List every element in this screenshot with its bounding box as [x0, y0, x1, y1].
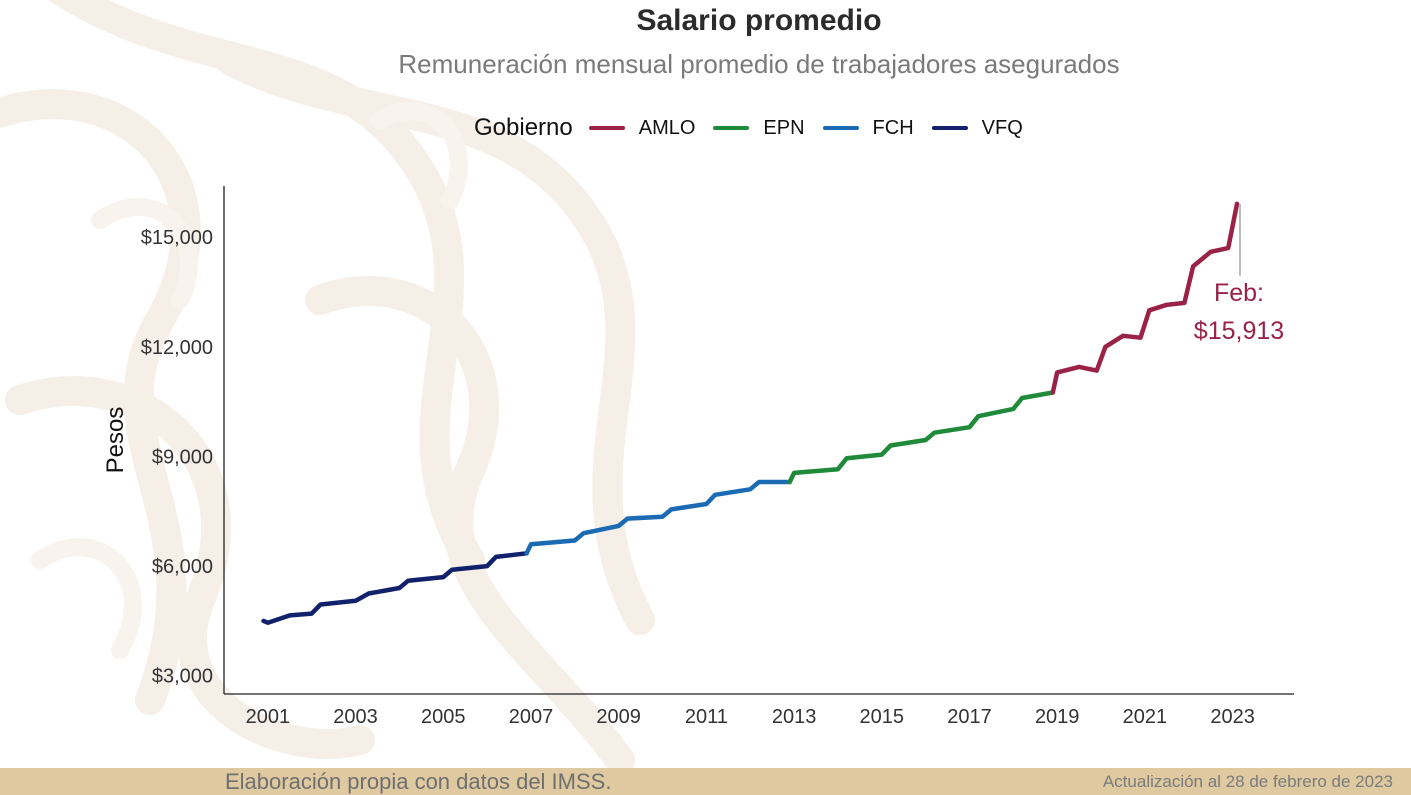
series-line-fch	[524, 479, 792, 556]
line-chart: $3,000 $6,000 $9,000 $12,000 $15,000 2001 2003…	[141, 186, 1294, 728]
footer-update-date: Actualización al 28 de febrero de 2023	[1102, 772, 1393, 791]
legend-label-fch: FCH	[872, 116, 914, 139]
background-watermark-pattern	[0, 0, 655, 768]
x-tick-label: 2001	[246, 706, 291, 728]
chart-subtitle: Remuneración mensual promedio de trabaja…	[398, 49, 1120, 79]
y-tick-label: $3,000	[152, 666, 213, 688]
x-tick-label: 2021	[1123, 706, 1168, 728]
x-tick-label: 2017	[947, 706, 992, 728]
x-tick-label: 2007	[509, 706, 554, 728]
annotation-month: Feb:	[1214, 279, 1264, 307]
legend-swatch-epn	[713, 126, 750, 130]
y-tick-label: $9,000	[152, 446, 213, 468]
legend-title: Gobierno	[474, 114, 573, 141]
x-tick-label: 2005	[421, 706, 466, 728]
x-tick-label: 2013	[772, 706, 817, 728]
legend-item-epn: EPN	[713, 116, 805, 140]
series-line-vfq	[261, 551, 529, 625]
y-tick-label: $12,000	[141, 337, 213, 359]
y-tick-label: $6,000	[152, 556, 213, 578]
x-tick-label: 2003	[333, 706, 378, 728]
chart-title: Salario promedio	[636, 4, 882, 37]
legend-label-amlo: AMLO	[638, 116, 696, 139]
y-axis-title: Pesos	[102, 406, 129, 474]
footer-source: Elaboración propia con datos del IMSS.	[225, 769, 612, 794]
legend-item-fch: FCH	[822, 116, 914, 140]
x-tick-label: 2023	[1210, 706, 1255, 728]
x-tick-label: 2009	[596, 706, 641, 728]
series-line-epn	[787, 390, 1056, 485]
legend-swatch-fch	[822, 126, 859, 130]
footer-bar: Elaboración propia con datos del IMSS. A…	[0, 768, 1411, 795]
x-tick-label: 2019	[1035, 706, 1080, 728]
annotation-value: $15,913	[1194, 317, 1284, 345]
legend-swatch-vfq	[931, 126, 968, 130]
legend-item-amlo: AMLO	[588, 116, 696, 140]
legend-item-vfq: VFQ	[931, 116, 1023, 140]
x-tick-label: 2015	[860, 706, 905, 728]
legend-label-epn: EPN	[763, 116, 805, 139]
x-tick-label: 2011	[685, 706, 728, 728]
y-tick-label: $15,000	[141, 227, 213, 249]
legend-swatch-amlo	[588, 126, 625, 130]
series-line-amlo	[1050, 201, 1240, 395]
legend: Gobierno AMLO EPN FCH VFQ	[474, 112, 1041, 144]
legend-label-vfq: VFQ	[981, 116, 1023, 139]
